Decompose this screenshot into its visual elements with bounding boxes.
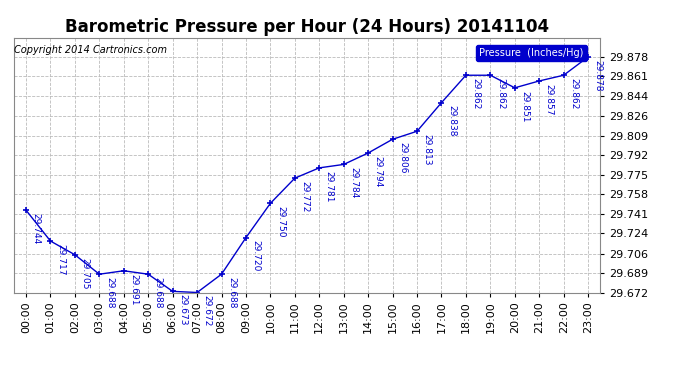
Text: 29.794: 29.794	[374, 156, 383, 187]
Text: 29.717: 29.717	[56, 244, 65, 275]
Pressure  (Inches/Hg)	[168, 289, 177, 294]
Pressure  (Inches/Hg)	[46, 239, 55, 243]
Pressure  (Inches/Hg)	[290, 176, 299, 180]
Text: 29.838: 29.838	[447, 105, 456, 137]
Pressure  (Inches/Hg)	[217, 272, 226, 276]
Text: 29.672: 29.672	[203, 295, 212, 327]
Line: Pressure  (Inches/Hg): Pressure (Inches/Hg)	[23, 54, 591, 296]
Pressure  (Inches/Hg)	[144, 272, 152, 276]
Text: 29.784: 29.784	[349, 167, 358, 199]
Pressure  (Inches/Hg)	[388, 137, 397, 141]
Pressure  (Inches/Hg)	[266, 201, 275, 206]
Pressure  (Inches/Hg)	[22, 208, 30, 212]
Pressure  (Inches/Hg)	[241, 236, 250, 240]
Pressure  (Inches/Hg)	[462, 73, 470, 78]
Text: Copyright 2014 Cartronics.com: Copyright 2014 Cartronics.com	[14, 45, 168, 55]
Pressure  (Inches/Hg)	[437, 100, 446, 105]
Text: 29.862: 29.862	[471, 78, 480, 110]
Text: 29.750: 29.750	[276, 206, 285, 238]
Pressure  (Inches/Hg)	[511, 86, 519, 90]
Text: 29.744: 29.744	[32, 213, 41, 244]
Text: 29.705: 29.705	[81, 258, 90, 289]
Text: 29.688: 29.688	[154, 277, 163, 309]
Pressure  (Inches/Hg)	[315, 166, 324, 170]
Text: 29.857: 29.857	[545, 84, 554, 115]
Pressure  (Inches/Hg)	[95, 272, 104, 276]
Pressure  (Inches/Hg)	[560, 73, 568, 78]
Text: 29.878: 29.878	[593, 60, 602, 91]
Text: 29.688: 29.688	[227, 277, 236, 309]
Pressure  (Inches/Hg)	[339, 162, 348, 166]
Text: 29.862: 29.862	[496, 78, 505, 110]
Text: 29.688: 29.688	[105, 277, 114, 309]
Pressure  (Inches/Hg)	[413, 129, 421, 134]
Text: 29.813: 29.813	[422, 134, 431, 165]
Text: 29.673: 29.673	[178, 294, 187, 326]
Text: 29.862: 29.862	[569, 78, 578, 110]
Pressure  (Inches/Hg)	[486, 73, 495, 78]
Pressure  (Inches/Hg)	[119, 268, 128, 273]
Pressure  (Inches/Hg)	[193, 290, 201, 295]
Text: 29.851: 29.851	[520, 91, 529, 122]
Text: 29.781: 29.781	[325, 171, 334, 202]
Text: 29.772: 29.772	[300, 181, 309, 212]
Text: 29.720: 29.720	[252, 240, 261, 272]
Pressure  (Inches/Hg)	[535, 79, 543, 83]
Text: 29.806: 29.806	[398, 142, 407, 174]
Text: 29.691: 29.691	[129, 273, 138, 305]
Pressure  (Inches/Hg)	[71, 252, 79, 257]
Pressure  (Inches/Hg)	[584, 55, 592, 59]
Pressure  (Inches/Hg)	[364, 151, 373, 155]
Legend: Pressure  (Inches/Hg): Pressure (Inches/Hg)	[476, 45, 586, 61]
Title: Barometric Pressure per Hour (24 Hours) 20141104: Barometric Pressure per Hour (24 Hours) …	[65, 18, 549, 36]
